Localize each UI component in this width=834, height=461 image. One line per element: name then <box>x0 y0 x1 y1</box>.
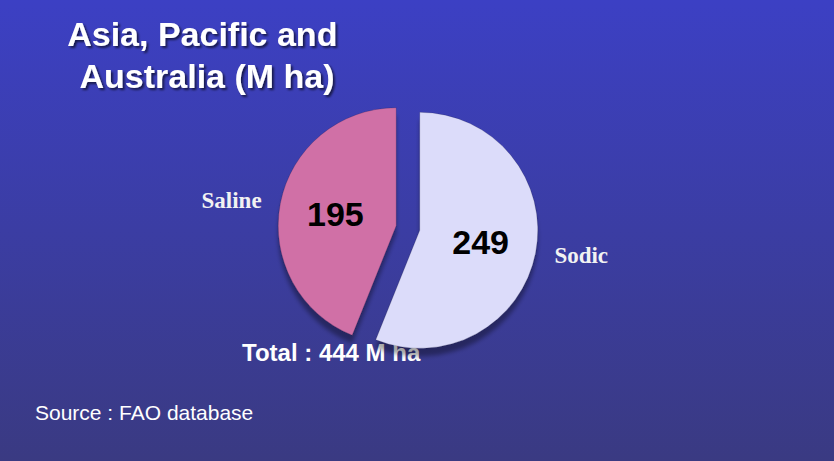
svg-text:Saline: Saline <box>202 188 262 213</box>
svg-text:249: 249 <box>452 223 509 261</box>
svg-text:195: 195 <box>307 195 364 233</box>
svg-text:Total : 444 M ha: Total : 444 M ha <box>242 338 421 366</box>
svg-text:Australia (M ha): Australia (M ha) <box>79 57 334 95</box>
svg-text:Source : FAO database: Source : FAO database <box>35 401 253 424</box>
svg-text:Sodic: Sodic <box>554 243 608 268</box>
svg-text:Asia, Pacific and: Asia, Pacific and <box>67 15 347 53</box>
